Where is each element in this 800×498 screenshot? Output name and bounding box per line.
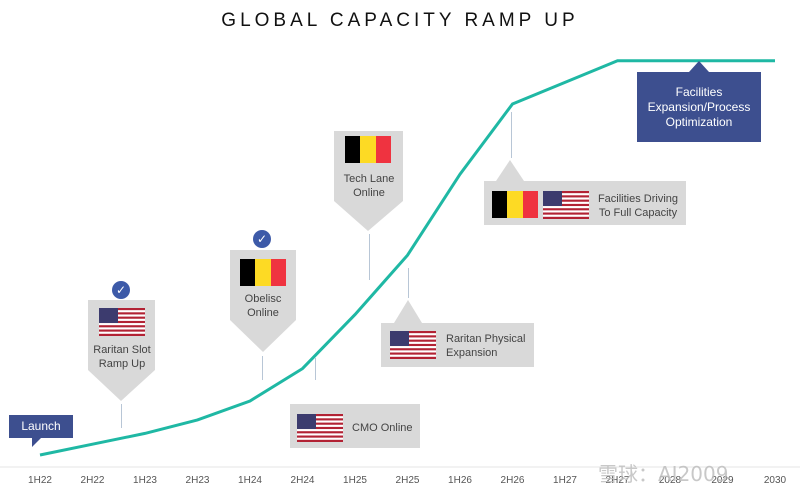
leader-raritan-slot (121, 404, 122, 428)
leader-raritan-physical (408, 268, 409, 298)
belgium-flag-icon (492, 191, 538, 218)
x-tick-label: 2H22 (80, 475, 105, 486)
leader-tech-lane (369, 234, 370, 280)
x-tick-label: 2H27 (605, 475, 630, 486)
us-flag-icon (297, 414, 343, 442)
tech-lane-label: Tech Lane Online (343, 173, 395, 199)
facilities-driving-label: Facilities Driving To Full Capacity (597, 193, 679, 219)
launch-pointer (32, 438, 41, 447)
leader-cmo (315, 358, 316, 380)
x-tick-label: 1H23 (133, 475, 157, 486)
launch-label: Launch (21, 419, 61, 433)
facilities-expansion-callout: Facilities Expansion/Process Optimizatio… (637, 72, 761, 142)
check-circle-icon: ✓ (253, 230, 271, 248)
us-flag-icon (99, 308, 145, 336)
leader-facilities-driving (511, 112, 512, 158)
chart-title: GLOBAL CAPACITY RAMP UP (221, 10, 579, 31)
raritan-physical-label: Raritan Physical Expansion (446, 333, 526, 359)
x-tick-label: 1H26 (448, 475, 472, 486)
series-line (39, 59, 775, 457)
cmo-label: CMO Online (352, 422, 413, 434)
us-flag-icon (543, 191, 589, 219)
x-tick-label: 2H25 (395, 475, 420, 486)
x-tick-label: 2030 (763, 475, 787, 486)
watermark: 雪球：AI2009 (598, 462, 729, 486)
leader-obelisc (262, 356, 263, 380)
x-tick-label: 2H26 (500, 475, 525, 486)
x-tick-label: 2029 (711, 475, 734, 486)
launch-callout: Launch (9, 415, 73, 438)
x-tick-label: 2028 (658, 475, 682, 486)
belgium-flag-icon (345, 136, 391, 163)
x-tick-label: 1H22 (28, 475, 52, 486)
belgium-flag-icon (240, 259, 286, 286)
x-tick-label: 1H24 (238, 475, 262, 486)
us-flag-icon (390, 331, 436, 359)
raritan-slot-label: Raritan Slot Ramp Up (93, 344, 151, 370)
x-tick-label: 1H25 (343, 475, 367, 486)
x-tick-label: 1H27 (553, 475, 577, 486)
facilities-expansion-label: Facilities Expansion/Process Optimizatio… (647, 84, 751, 129)
x-tick-label: 2H24 (290, 475, 315, 486)
obelisc-label: Obelisc Online (244, 293, 282, 319)
facilities-expansion-pointer (689, 61, 709, 72)
x-tick-label: 2H23 (185, 475, 210, 486)
check-circle-icon: ✓ (112, 281, 130, 299)
